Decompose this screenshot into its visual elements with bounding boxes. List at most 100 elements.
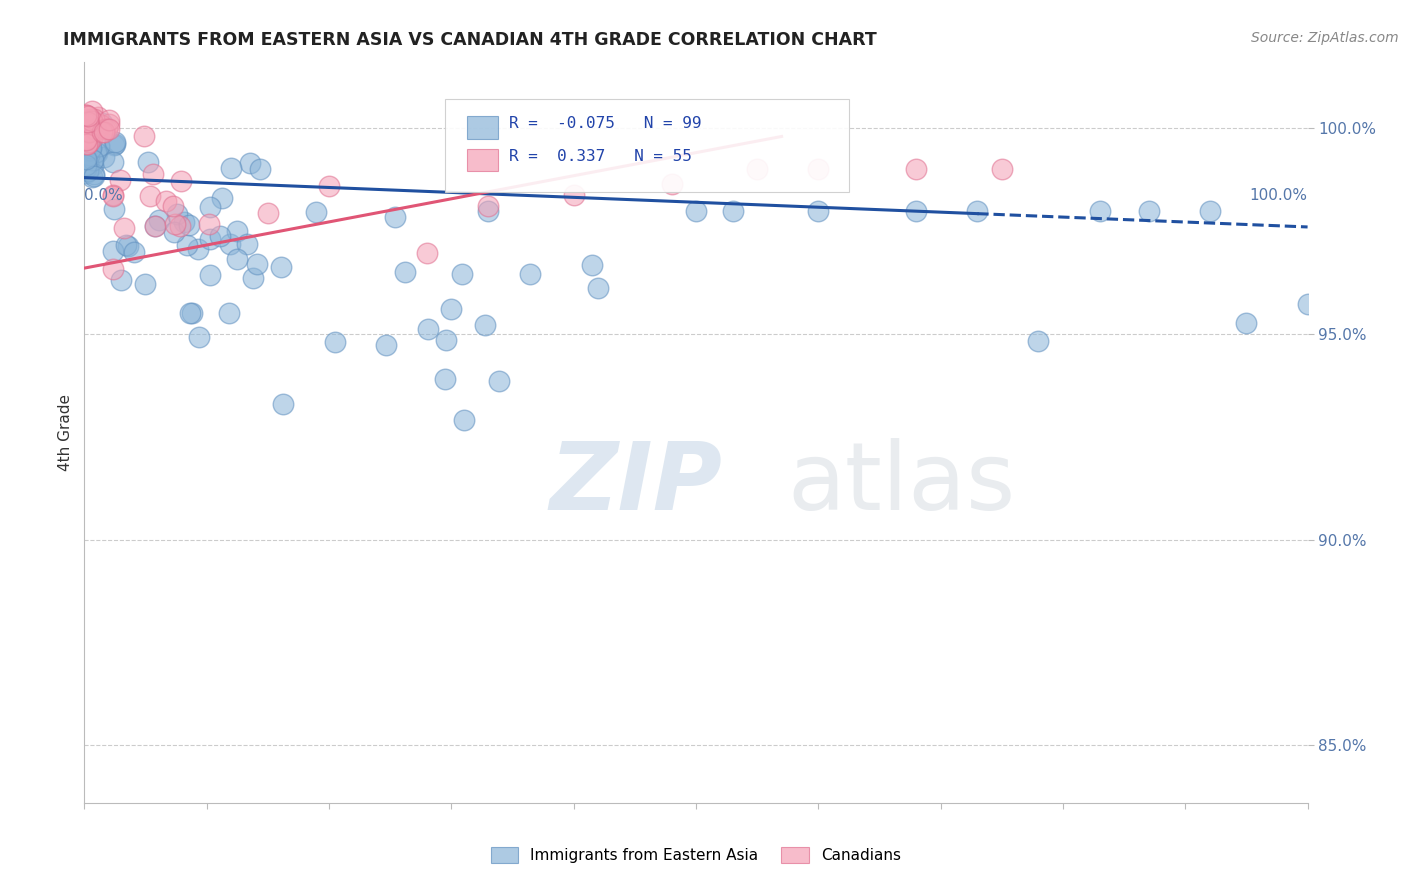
Point [134, 277, 156, 291]
Point [75, 136, 97, 151]
Point [96, 122, 118, 136]
Point [77, 157, 100, 171]
Point [519, 268, 541, 282]
Point [453, 413, 475, 427]
Point [103, 202, 125, 216]
Point [374, 337, 396, 351]
Point [75, 133, 97, 147]
Point [83, 112, 105, 127]
Point [93, 150, 115, 164]
Point [76, 164, 98, 178]
Point [188, 330, 211, 344]
Point [76, 136, 98, 151]
Point [143, 219, 166, 233]
Point [218, 306, 240, 320]
Point [416, 321, 439, 335]
Point [77, 162, 100, 177]
Point [103, 188, 125, 202]
Point [132, 129, 155, 144]
Point [249, 162, 271, 177]
Point [966, 203, 988, 218]
Point [84, 122, 107, 136]
Point [103, 189, 125, 203]
Point [323, 335, 346, 350]
Text: R =  0.337   N = 55: R = 0.337 N = 55 [509, 149, 692, 164]
Point [86, 145, 108, 160]
Point [87, 110, 110, 124]
Point [75, 162, 97, 177]
Point [75, 114, 97, 128]
Point [82, 153, 104, 167]
Point [416, 245, 439, 260]
Point [76, 136, 98, 150]
Text: R =  -0.075   N = 99: R = -0.075 N = 99 [509, 116, 702, 131]
Point [173, 215, 195, 229]
Point [685, 203, 707, 218]
Point [75, 108, 97, 122]
Point [124, 245, 146, 260]
Point [661, 177, 683, 191]
Point [75, 131, 97, 145]
Point [83, 169, 105, 183]
Point [170, 174, 193, 188]
Point [187, 242, 209, 256]
Point [115, 238, 138, 252]
Text: ZIP: ZIP [550, 439, 723, 531]
Point [82, 158, 104, 172]
Point [83, 167, 105, 181]
Point [112, 221, 135, 235]
Bar [467, 149, 498, 171]
Point [1198, 203, 1220, 218]
Point [394, 265, 416, 279]
Point [103, 138, 125, 153]
Point [450, 267, 472, 281]
Point [80, 169, 103, 184]
Point [142, 167, 165, 181]
Point [75, 152, 97, 166]
Point [198, 232, 221, 246]
Point [162, 199, 184, 213]
Point [169, 219, 191, 234]
Point [1137, 203, 1160, 218]
Point [179, 306, 201, 320]
Point [226, 224, 249, 238]
Point [138, 154, 160, 169]
Point [93, 125, 115, 139]
Text: atlas: atlas [787, 439, 1017, 531]
Point [77, 148, 100, 162]
Point [434, 333, 457, 347]
Point [97, 117, 120, 131]
Point [198, 217, 221, 231]
Point [75, 147, 97, 161]
Point [208, 229, 231, 244]
Point [79, 140, 101, 154]
Point [139, 189, 162, 203]
Point [82, 153, 104, 167]
Point [236, 236, 259, 251]
Point [905, 162, 928, 177]
Point [101, 244, 124, 258]
Point [586, 280, 609, 294]
Point [221, 161, 243, 176]
Point [75, 112, 97, 127]
Point [477, 203, 499, 218]
Point [104, 136, 127, 151]
Point [77, 124, 100, 138]
Point [440, 301, 463, 316]
Point [1236, 316, 1258, 330]
Point [562, 188, 585, 202]
Point [304, 205, 326, 219]
Point [1088, 203, 1111, 218]
Point [257, 205, 280, 219]
Point [77, 109, 100, 123]
Point [270, 260, 292, 275]
Point [79, 143, 101, 157]
Point [80, 103, 103, 118]
Point [477, 199, 499, 213]
Point [94, 121, 117, 136]
Point [474, 318, 496, 333]
Point [807, 162, 830, 177]
Point [991, 162, 1014, 177]
Point [198, 201, 221, 215]
Point [75, 108, 97, 122]
